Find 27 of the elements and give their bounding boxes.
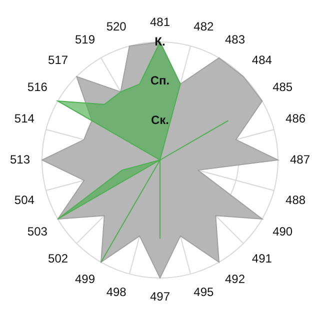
spoke-label: 516 bbox=[27, 80, 48, 94]
spoke-label: 482 bbox=[194, 20, 214, 34]
spoke-label: 502 bbox=[48, 251, 68, 266]
spoke-label: 487 bbox=[290, 152, 310, 166]
spoke-label: 490 bbox=[272, 224, 293, 238]
spoke-label: 492 bbox=[224, 272, 246, 286]
spoke-label: 485 bbox=[272, 80, 293, 94]
spoke-label: 483 bbox=[224, 32, 246, 47]
spoke-label: 504 bbox=[14, 193, 35, 208]
spoke-label: 491 bbox=[252, 251, 272, 266]
spoke-label: 488 bbox=[286, 193, 306, 208]
spoke-label: 484 bbox=[252, 53, 272, 68]
spoke-label: 517 bbox=[48, 53, 68, 68]
spoke-label: 503 bbox=[27, 224, 48, 238]
spoke-label: 495 bbox=[194, 285, 214, 300]
spoke-label: 514 bbox=[14, 111, 35, 126]
spoke-label: 498 bbox=[106, 285, 127, 300]
spoke-label: 520 bbox=[106, 20, 127, 34]
y-tick-label: К. bbox=[154, 34, 166, 48]
spoke-label: 481 bbox=[150, 15, 170, 30]
spoke-label: 486 bbox=[286, 111, 306, 126]
spoke-label: 499 bbox=[74, 272, 96, 286]
spoke-label: 513 bbox=[10, 152, 30, 166]
spoke-label: 497 bbox=[150, 289, 170, 304]
y-tick-label: Ск. bbox=[150, 112, 170, 127]
y-tick-label: Сп. bbox=[150, 74, 170, 88]
spoke-label: 519 bbox=[74, 32, 96, 47]
